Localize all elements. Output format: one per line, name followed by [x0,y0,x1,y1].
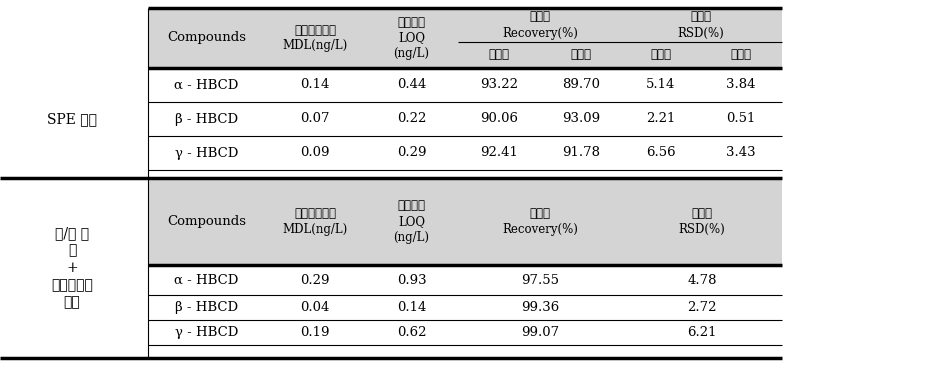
Text: 액/액 추
웃
+
실리카콜럼
정제: 액/액 추 웃 + 실리카콜럼 정제 [51,227,93,310]
Text: 6.21: 6.21 [687,326,717,339]
Text: 0.44: 0.44 [396,78,427,92]
Text: 93.22: 93.22 [480,78,518,92]
Text: 99.36: 99.36 [521,301,559,314]
Text: 2.72: 2.72 [687,301,717,314]
Text: 0.14: 0.14 [396,301,427,314]
Text: 0.29: 0.29 [396,147,427,160]
Text: 4.78: 4.78 [687,273,717,286]
Text: γ - HBCD: γ - HBCD [175,147,238,160]
Text: 3.84: 3.84 [727,78,756,92]
Text: 0.51: 0.51 [727,112,756,125]
Text: 6.56: 6.56 [646,147,675,160]
Text: 정밀도
RSD(%): 정밀도 RSD(%) [677,10,725,39]
Text: 정량한계
LOQ
(ng/L): 정량한계 LOQ (ng/L) [394,16,429,61]
Text: 90.06: 90.06 [480,112,518,125]
Text: 97.55: 97.55 [521,273,559,286]
Text: 0.29: 0.29 [300,273,330,286]
Text: α - HBCD: α - HBCD [174,78,238,92]
Text: 방법검출한계
MDL(ng/L): 방법검출한계 MDL(ng/L) [282,207,347,236]
Text: 방법검출한계
MDL(ng/L): 방법검출한계 MDL(ng/L) [282,23,347,52]
Text: γ - HBCD: γ - HBCD [175,326,238,339]
Text: β - HBCD: β - HBCD [175,112,238,125]
Text: 고농도: 고농도 [570,48,591,61]
Text: 91.78: 91.78 [562,147,600,160]
Text: 회수율
Recovery(%): 회수율 Recovery(%) [502,10,578,39]
Text: 저농도: 저농도 [651,48,672,61]
Text: 저농도: 저농도 [488,48,510,61]
Text: β - HBCD: β - HBCD [175,301,238,314]
Text: α - HBCD: α - HBCD [174,273,238,286]
Text: Compounds: Compounds [167,32,246,45]
Text: 5.14: 5.14 [646,78,675,92]
Text: Compounds: Compounds [167,215,246,228]
Text: 회수율
Recovery(%): 회수율 Recovery(%) [502,207,578,236]
Text: 93.09: 93.09 [562,112,600,125]
Text: 2.21: 2.21 [646,112,675,125]
Text: 0.04: 0.04 [300,301,330,314]
Text: 0.19: 0.19 [300,326,330,339]
Text: 3.43: 3.43 [727,147,756,160]
Text: 0.07: 0.07 [300,112,330,125]
Text: 정량한계
LOQ
(ng/L): 정량한계 LOQ (ng/L) [394,199,429,244]
Text: 0.62: 0.62 [396,326,427,339]
Text: 99.07: 99.07 [521,326,559,339]
Text: 0.22: 0.22 [396,112,427,125]
Text: 89.70: 89.70 [562,78,600,92]
Text: 0.93: 0.93 [396,273,427,286]
Text: 0.14: 0.14 [300,78,330,92]
Text: 0.09: 0.09 [300,147,330,160]
Text: 92.41: 92.41 [480,147,518,160]
Text: SPE 방법: SPE 방법 [47,112,97,126]
Text: 정밀도
RSD(%): 정밀도 RSD(%) [678,207,726,236]
Text: 고농도: 고농도 [730,48,751,61]
